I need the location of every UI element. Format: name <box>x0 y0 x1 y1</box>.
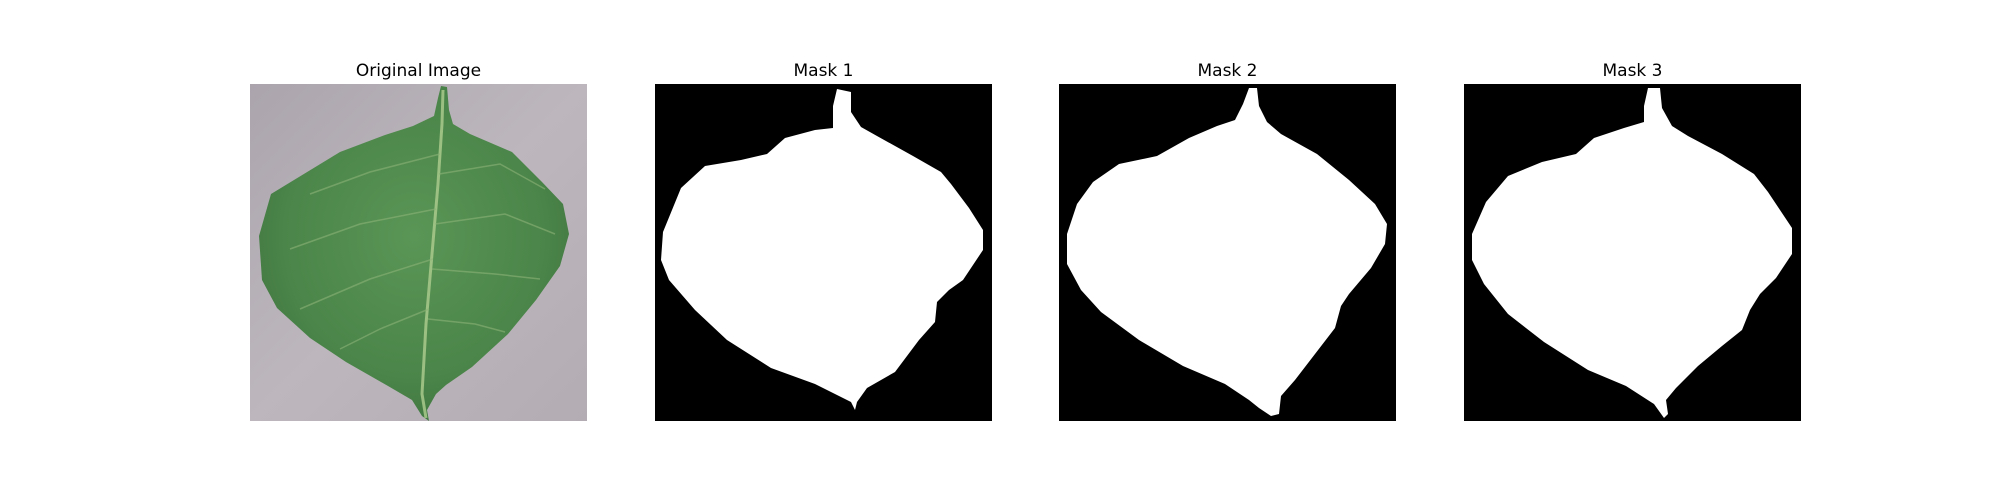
panel-mask-1: Mask 1 <box>655 58 992 421</box>
leaf-veins <box>289 153 556 350</box>
mask-foreground-shape <box>1472 88 1792 418</box>
mask-foreground-shape <box>661 89 983 410</box>
original-leaf-image <box>250 84 587 421</box>
panel-title: Mask 2 <box>1197 61 1258 81</box>
panel-original-image: Original Image <box>250 58 587 421</box>
leaf-midrib <box>420 89 445 419</box>
mask-1-image <box>655 84 992 421</box>
mask-foreground-shape <box>1067 88 1387 416</box>
panel-title: Mask 1 <box>793 61 854 81</box>
panel-mask-2: Mask 2 <box>1059 58 1396 421</box>
leaf-shape <box>259 86 569 421</box>
mask-2-image <box>1059 84 1396 421</box>
panel-mask-3: Mask 3 <box>1464 58 1801 421</box>
panel-title: Mask 3 <box>1602 61 1663 81</box>
mask-3-image <box>1464 84 1801 421</box>
panel-title: Original Image <box>355 61 482 81</box>
